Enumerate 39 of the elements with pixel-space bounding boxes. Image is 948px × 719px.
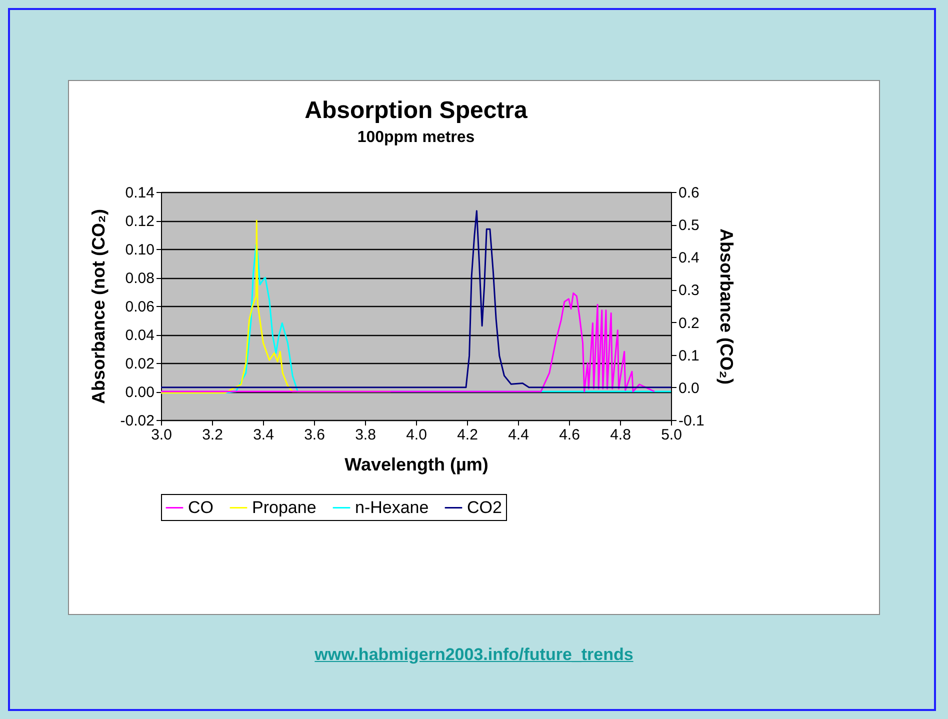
line-series (161, 292, 656, 392)
y-tick-label: 0.02 (125, 356, 154, 372)
x-tick-label: 4.0 (406, 426, 427, 444)
x-tick-label: 3.6 (304, 426, 325, 444)
y-tick-label: 0.00 (125, 384, 154, 401)
y-tick-label: 0.04 (125, 327, 154, 344)
x-tick-label: 5.0 (661, 426, 682, 444)
x-axis-title: Wavelength (µm) (344, 454, 488, 474)
x-tick-label: 3.0 (151, 426, 172, 444)
y2-tick-label: 0.6 (678, 184, 700, 202)
y-tick-label: 0.10 (125, 242, 154, 258)
chart-title: Absorption Spectra (304, 97, 528, 124)
y2-tick-label: 0.5 (678, 217, 700, 234)
y-tick-label: 0.08 (125, 270, 154, 287)
x-tick-label: 4.6 (559, 426, 580, 444)
y2-tick-label: 0.4 (678, 250, 700, 267)
legend-label: Propane (252, 498, 316, 517)
y2-axis-title: Absorbance (CO₂) (716, 228, 736, 385)
legend-label: n-Hexane (355, 498, 429, 517)
x-tick-label: 4.8 (610, 426, 631, 444)
y-tick-label: 0.12 (125, 213, 154, 230)
chart-subtitle: 100ppm metres (357, 129, 475, 146)
y2-tick-label: 0.0 (678, 380, 700, 397)
legend-label: CO (188, 498, 214, 517)
y-tick-label: 0.14 (125, 184, 154, 202)
y-tick-label: 0.06 (125, 298, 154, 316)
legend-label: CO2 (467, 498, 502, 517)
y2-tick-label: 0.1 (678, 347, 700, 364)
y2-tick-label: 0.2 (678, 314, 700, 332)
y-tick-label: -0.02 (120, 412, 154, 430)
y-axis-title: Absorbance (not (CO₂) (88, 209, 108, 404)
x-tick-label: 3.8 (355, 426, 376, 444)
text: www.habmigern2003.info/future_trends (314, 645, 634, 665)
y2-tick-label: -0.1 (678, 412, 704, 430)
x-tick-label: 4.4 (508, 426, 529, 444)
x-tick-label: 3.2 (202, 426, 223, 444)
y2-tick-label: 0.3 (678, 282, 700, 300)
x-tick-label: 3.4 (253, 426, 274, 444)
x-tick-label: 4.2 (457, 426, 478, 444)
